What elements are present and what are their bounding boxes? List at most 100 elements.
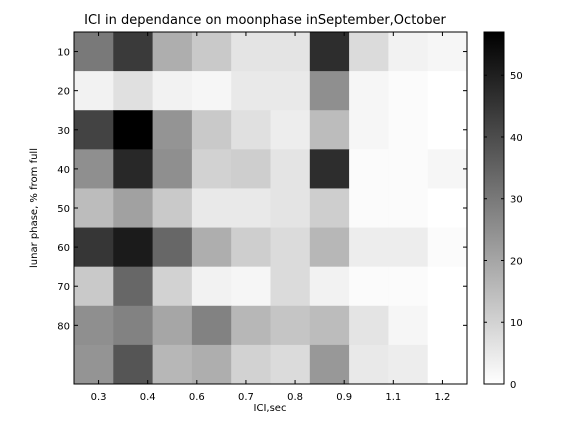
heatmap-cell [191, 32, 232, 72]
heatmap-cell [388, 71, 429, 111]
heatmap-cell [231, 188, 271, 229]
heatmap-cell [427, 266, 468, 307]
heatmap-cell [191, 344, 232, 385]
heatmap-cell [349, 305, 389, 346]
heatmap-cell [113, 188, 154, 229]
heatmap-cell [113, 344, 154, 385]
heatmap-cell [74, 71, 114, 111]
heatmap-cell [388, 149, 429, 189]
heatmap-cell [270, 344, 311, 385]
heatmap-cell [270, 227, 311, 268]
heatmap-cell [270, 305, 311, 346]
x-tick-label: 0.9 [336, 392, 352, 403]
heatmap-cell [152, 32, 193, 72]
x-tick-label: 0.7 [238, 392, 254, 403]
y-tick-label: 40 [57, 165, 70, 176]
x-tick-label: 1.2 [434, 392, 450, 403]
heatmap-cell [191, 227, 232, 268]
y-tick-label: 60 [57, 243, 70, 254]
heatmap-cell [152, 110, 193, 150]
heatmap-cell [74, 188, 114, 229]
heatmap-cell [349, 32, 389, 72]
heatmap-cell [309, 32, 350, 72]
x-tick-label: 1.1 [385, 392, 401, 403]
heatmap-cell [231, 32, 271, 72]
heatmap-cell [231, 149, 271, 189]
heatmap-cell [309, 227, 350, 268]
x-tick-label: 0.3 [91, 392, 107, 403]
heatmap-cell [74, 305, 114, 346]
heatmap-cell [231, 110, 271, 150]
heatmap-cell [270, 32, 311, 72]
heatmap-cell [152, 227, 193, 268]
heatmap-cell [349, 188, 389, 229]
y-tick-label: 80 [57, 321, 70, 332]
heatmap-cell [270, 188, 311, 229]
y-tick-label: 20 [57, 87, 70, 98]
heatmap-cells [74, 32, 468, 385]
y-tick-label: 70 [57, 282, 70, 293]
heatmap-cell [309, 110, 350, 150]
y-axis: 10 20 30 40 50 60 70 80 [57, 48, 467, 332]
heatmap-cell [191, 266, 232, 307]
heatmap-cell [309, 188, 350, 229]
heatmap-cell [113, 266, 154, 307]
heatmap-cell [113, 149, 154, 189]
heatmap-cell [152, 266, 193, 307]
x-tick-label: 0.4 [140, 392, 156, 403]
heatmap-cell [427, 344, 468, 385]
heatmap-cell [74, 110, 114, 150]
heatmap-cell [388, 188, 429, 229]
heatmap-cell [427, 149, 468, 189]
colorbar-tick-label: 30 [510, 195, 523, 206]
heatmap-cell [309, 305, 350, 346]
heatmap-cell [427, 71, 468, 111]
heatmap-cell [74, 266, 114, 307]
heatmap-cell [74, 32, 114, 72]
colorbar [483, 31, 505, 385]
heatmap-cell [427, 305, 468, 346]
x-axis: 0.3 0.4 0.6 0.7 0.8 0.9 1.1 1.2 [91, 32, 450, 403]
heatmap-cell [270, 71, 311, 111]
colorbar-ticks: 0 10 20 30 40 50 [484, 71, 523, 391]
x-axis-label: ICI,sec [254, 403, 287, 414]
heatmap-cell [113, 305, 154, 346]
heatmap-cell [388, 32, 429, 72]
heatmap-cell [152, 71, 193, 111]
colorbar-tick-label: 40 [510, 133, 523, 144]
heatmap-cell [152, 344, 193, 385]
heatmap-cell [427, 227, 468, 268]
y-tick-label: 50 [57, 204, 70, 215]
heatmap-cell [349, 266, 389, 307]
heatmap-cell [191, 305, 232, 346]
heatmap-cell [309, 71, 350, 111]
heatmap-cell [152, 305, 193, 346]
heatmap-cell [349, 71, 389, 111]
colorbar-tick-label: 0 [510, 380, 516, 391]
colorbar-tick-label: 20 [510, 256, 523, 267]
heatmap-cell [231, 71, 271, 111]
heatmap-cell [349, 227, 389, 268]
heatmap-cell [191, 71, 232, 111]
heatmap-cell [388, 344, 429, 385]
y-tick-label: 30 [57, 126, 70, 137]
heatmap-cell [74, 344, 114, 385]
heatmap-cell [113, 227, 154, 268]
heatmap-cell [388, 110, 429, 150]
heatmap-cell [113, 71, 154, 111]
y-axis-label: lunar phase, % from full [29, 148, 40, 268]
heatmap-cell [152, 188, 193, 229]
heatmap-cell [349, 110, 389, 150]
heatmap-cell [427, 188, 468, 229]
heatmap-cell [191, 188, 232, 229]
y-tick-label: 10 [57, 48, 70, 59]
heatmap-cell [427, 32, 468, 72]
heatmap-cell [388, 305, 429, 346]
heatmap-cell [388, 266, 429, 307]
heatmap-cell [152, 149, 193, 189]
heatmap-cell [270, 110, 311, 150]
heatmap-cell [427, 110, 468, 150]
heatmap-cell [113, 32, 154, 72]
heatmap-cell [309, 149, 350, 189]
heatmap-cell [270, 266, 311, 307]
